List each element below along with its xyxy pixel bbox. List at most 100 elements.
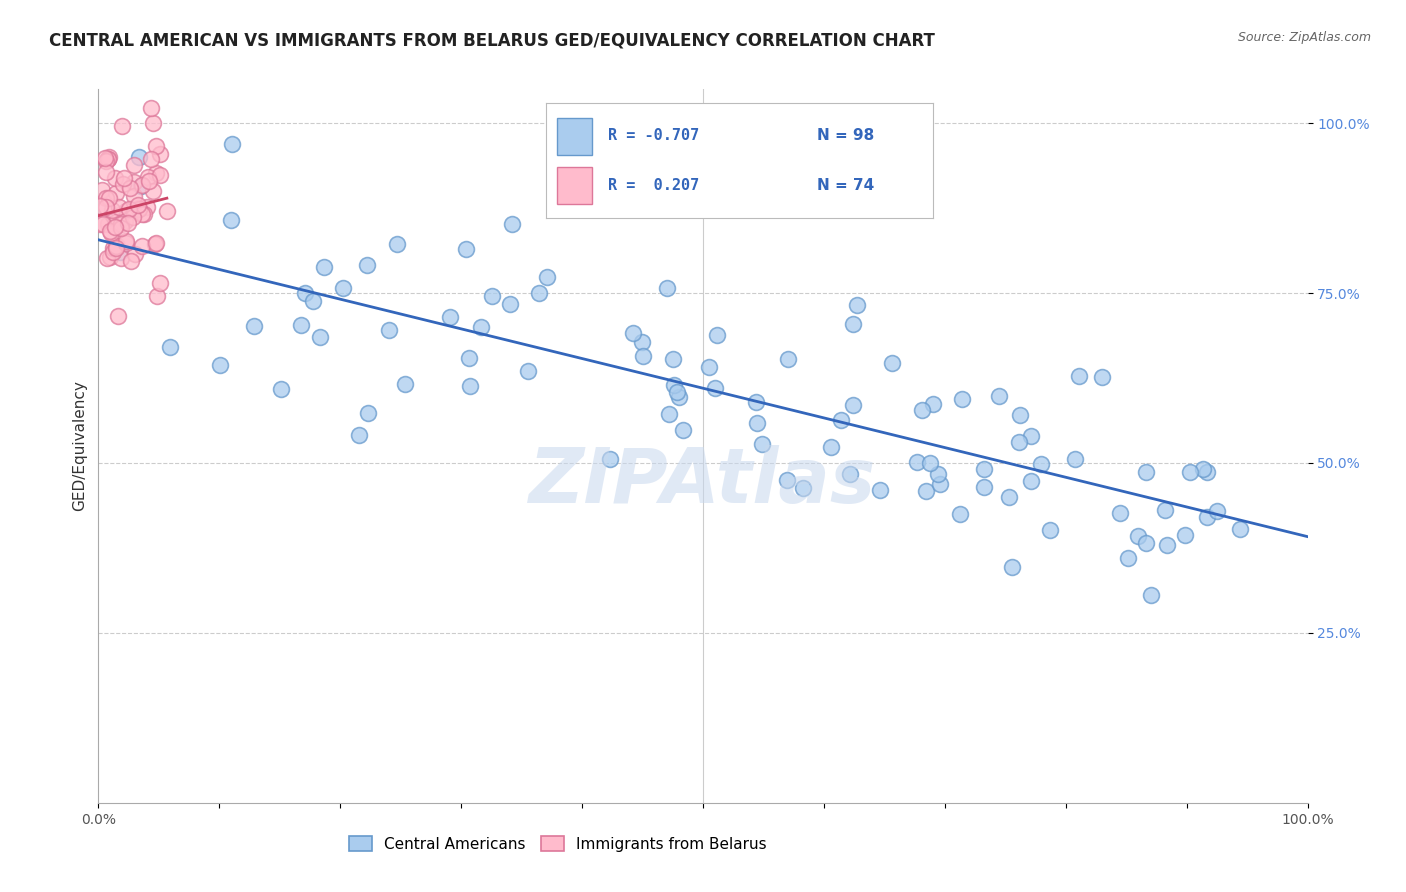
Point: [124, 247, 146, 261]
Point: [672, 423, 695, 437]
Point: [96, 191, 118, 205]
Point: [776, 473, 799, 487]
Point: [1195, 465, 1218, 479]
Point: [135, 201, 157, 215]
Point: [950, 392, 973, 406]
Point: [94, 200, 117, 214]
Legend: Central Americans, Immigrants from Belarus: Central Americans, Immigrants from Belar…: [342, 828, 775, 859]
Point: [127, 202, 149, 216]
Point: [631, 349, 654, 363]
Point: [114, 235, 136, 250]
Point: [138, 170, 160, 185]
Point: [145, 235, 167, 250]
Point: [97, 152, 120, 166]
Point: [830, 412, 852, 426]
Point: [1109, 506, 1132, 520]
Point: [1021, 429, 1043, 443]
Point: [108, 244, 131, 259]
Point: [208, 358, 231, 372]
Point: [501, 217, 523, 231]
Point: [778, 352, 800, 367]
Point: [842, 318, 865, 332]
Point: [120, 254, 142, 268]
Point: [499, 296, 522, 310]
Point: [101, 241, 124, 255]
Point: [1010, 408, 1032, 422]
Point: [104, 171, 127, 186]
Point: [290, 318, 312, 332]
Point: [105, 186, 128, 201]
Point: [880, 356, 903, 370]
Point: [141, 101, 163, 115]
Point: [1091, 369, 1114, 384]
Point: [114, 213, 136, 227]
Point: [96, 251, 118, 265]
Point: [973, 480, 995, 494]
Point: [145, 139, 167, 153]
Point: [911, 403, 934, 417]
Point: [94, 154, 117, 169]
Point: [703, 381, 725, 395]
Point: [456, 242, 478, 256]
Point: [1064, 452, 1087, 467]
Point: [101, 244, 124, 259]
Point: [655, 281, 678, 295]
Point: [621, 326, 644, 341]
Point: [242, 318, 264, 333]
Point: [110, 217, 132, 231]
Text: CENTRAL AMERICAN VS IMMIGRANTS FROM BELARUS GED/EQUIVALENCY CORRELATION CHART: CENTRAL AMERICAN VS IMMIGRANTS FROM BELA…: [49, 31, 935, 49]
Point: [949, 508, 972, 522]
Point: [112, 171, 135, 186]
Point: [1019, 474, 1042, 488]
Point: [839, 467, 862, 481]
Point: [658, 407, 681, 421]
Point: [1039, 523, 1062, 537]
Point: [105, 238, 128, 252]
Point: [145, 166, 167, 180]
Point: [98, 191, 121, 205]
Point: [100, 226, 122, 240]
Point: [108, 208, 131, 222]
Point: [1195, 510, 1218, 524]
Point: [100, 250, 122, 264]
Point: [869, 483, 891, 497]
Point: [120, 180, 142, 194]
Point: [332, 281, 354, 295]
Point: [138, 174, 160, 188]
Point: [697, 359, 720, 374]
Point: [666, 384, 689, 399]
Point: [302, 293, 325, 308]
Point: [110, 251, 132, 265]
Point: [107, 309, 129, 323]
Point: [1135, 536, 1157, 550]
Point: [356, 258, 378, 272]
Point: [662, 352, 685, 367]
Point: [1154, 502, 1177, 516]
Point: [668, 390, 690, 404]
Text: Source: ZipAtlas.com: Source: ZipAtlas.com: [1237, 31, 1371, 45]
Point: [1069, 368, 1091, 383]
Point: [599, 451, 621, 466]
Point: [142, 116, 165, 130]
Point: [159, 340, 181, 354]
Point: [122, 158, 145, 172]
Point: [270, 382, 292, 396]
Point: [312, 260, 335, 274]
Point: [128, 151, 150, 165]
Point: [104, 219, 127, 234]
Point: [131, 178, 153, 192]
Point: [111, 119, 134, 133]
Point: [927, 467, 949, 482]
Point: [481, 289, 503, 303]
Point: [124, 176, 146, 190]
Point: [378, 323, 401, 337]
Point: [156, 204, 179, 219]
Point: [1126, 528, 1149, 542]
Point: [91, 217, 114, 231]
Point: [114, 203, 136, 218]
Point: [146, 289, 169, 303]
Point: [107, 216, 129, 230]
Point: [745, 395, 768, 409]
Point: [105, 241, 128, 255]
Point: [662, 378, 685, 392]
